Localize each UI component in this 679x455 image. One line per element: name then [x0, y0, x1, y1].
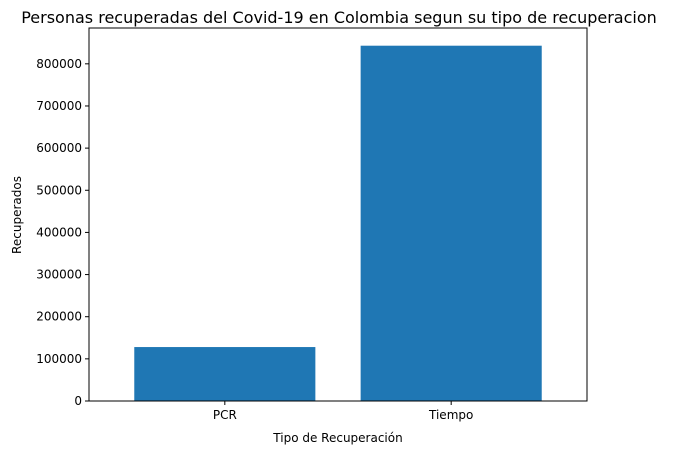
y-tick-label: 600000	[36, 141, 82, 155]
y-tick-label: 200000	[36, 310, 82, 324]
y-tick-label: 700000	[36, 99, 82, 113]
plot-area: PCR Tiempo 0 100000 200000 300000 400000 500000…	[36, 45, 542, 422]
bar-tiempo	[360, 45, 542, 402]
x-axis-label: Tipo de Recuperación	[272, 431, 402, 445]
y-tick-label: 400000	[36, 225, 82, 239]
chart-title: Personas recuperadas del Covid-19 en Col…	[21, 8, 657, 27]
y-axis-label: Recuperados	[10, 176, 24, 254]
bar-pcr	[134, 347, 316, 401]
y-tick-label: 300000	[36, 268, 82, 282]
y-tick-label: 100000	[36, 352, 82, 366]
y-tick-label: 800000	[36, 57, 82, 71]
y-tick-label: 500000	[36, 183, 82, 197]
x-tick-label: Tiempo	[428, 408, 473, 422]
x-tick-label: PCR	[213, 408, 237, 422]
plot-frame	[88, 27, 588, 402]
y-tick-label: 0	[74, 394, 82, 408]
